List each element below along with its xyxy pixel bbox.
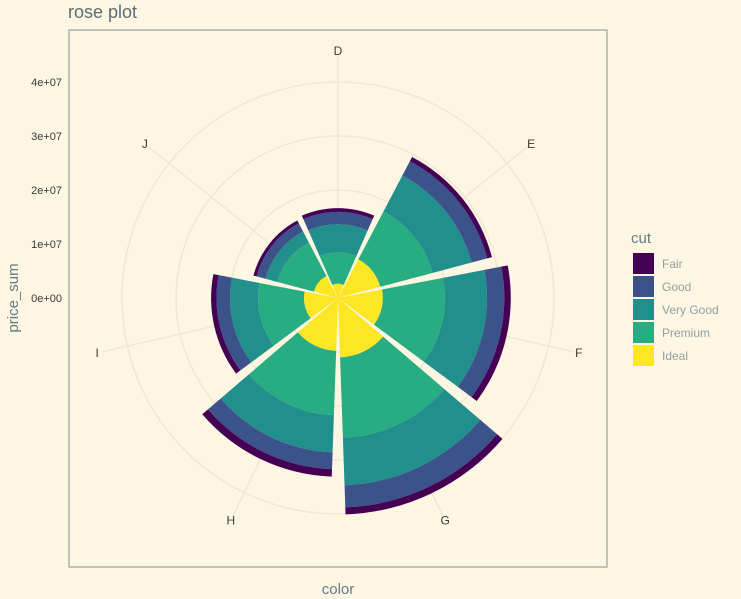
- legend-label-premium: Premium: [662, 326, 710, 340]
- legend: cut Fair Good Very Good Premium Ideal: [631, 230, 719, 366]
- category-label-D: D: [334, 44, 343, 58]
- y-axis-title: price_sum: [5, 263, 22, 332]
- bar-F-good: [457, 266, 505, 398]
- legend-label-very-good: Very Good: [662, 303, 719, 317]
- y-tick-label: 2e+07: [31, 185, 62, 197]
- bar-F-fair: [471, 265, 511, 401]
- bar-J-ideal: [313, 276, 338, 298]
- legend-swatch-good: [633, 276, 654, 297]
- bar-H-fair: [202, 409, 333, 477]
- category-label-E: E: [527, 137, 535, 151]
- bar-E-very-good: [383, 175, 472, 273]
- bar-J-premium: [277, 242, 327, 292]
- bar-F-very-good: [423, 269, 488, 387]
- bar-D-fair: [301, 208, 375, 220]
- bar-I-ideal: [303, 291, 338, 319]
- bar-F-premium: [373, 277, 445, 362]
- bar-H-ideal: [297, 298, 338, 351]
- legend-label-good: Good: [662, 280, 691, 294]
- category-label-J: J: [142, 137, 148, 151]
- legend-title: cut: [631, 230, 652, 247]
- y-axis-ticks: 0e+00 1e+07 2e+07 3e+07 4e+07: [31, 77, 62, 305]
- chart-title: rose plot: [68, 2, 137, 22]
- bar-D-premium: [319, 252, 357, 285]
- bar-J-very-good: [265, 231, 309, 282]
- legend-swatch-fair: [633, 253, 654, 274]
- bar-D-very-good: [308, 224, 368, 257]
- bar-J-good: [256, 223, 304, 279]
- bar-I-fair: [211, 274, 241, 374]
- y-tick-label: 1e+07: [31, 239, 62, 251]
- bar-E-ideal: [338, 259, 381, 298]
- bar-G-fair: [345, 434, 503, 515]
- bar-G-ideal: [338, 298, 384, 358]
- legend-swatch-very-good: [633, 299, 654, 320]
- bar-D-ideal: [332, 283, 344, 298]
- legend-swatch-premium: [633, 322, 654, 343]
- rose-bars: [202, 156, 511, 515]
- bar-G-very-good: [342, 388, 481, 486]
- bar-H-premium: [248, 332, 337, 416]
- legend-swatch-ideal: [633, 345, 654, 366]
- panel-border: [68, 29, 608, 568]
- bar-D-good: [303, 211, 373, 231]
- x-axis-title: color: [322, 581, 355, 598]
- y-tick-label: 3e+07: [31, 131, 62, 143]
- bar-I-good: [216, 275, 252, 371]
- bar-J-fair: [253, 220, 299, 277]
- bar-E-premium: [358, 211, 433, 287]
- bar-H-very-good: [220, 374, 334, 453]
- category-label-G: G: [440, 514, 449, 528]
- category-label-H: H: [226, 514, 235, 528]
- bar-G-premium: [340, 336, 445, 438]
- bar-H-good: [207, 398, 333, 470]
- legend-label-fair: Fair: [662, 257, 683, 271]
- bar-F-ideal: [338, 289, 383, 325]
- category-label-F: F: [575, 346, 582, 360]
- y-tick-label: 4e+07: [31, 77, 62, 89]
- bar-I-very-good: [230, 277, 274, 363]
- bar-E-good: [402, 161, 488, 263]
- bar-G-good: [344, 419, 498, 508]
- category-label-I: I: [96, 346, 99, 360]
- y-tick-label: 0e+00: [31, 293, 62, 305]
- legend-label-ideal: Ideal: [662, 349, 688, 363]
- category-labels: D E F G H I J: [96, 44, 583, 528]
- bar-I-premium: [258, 282, 311, 346]
